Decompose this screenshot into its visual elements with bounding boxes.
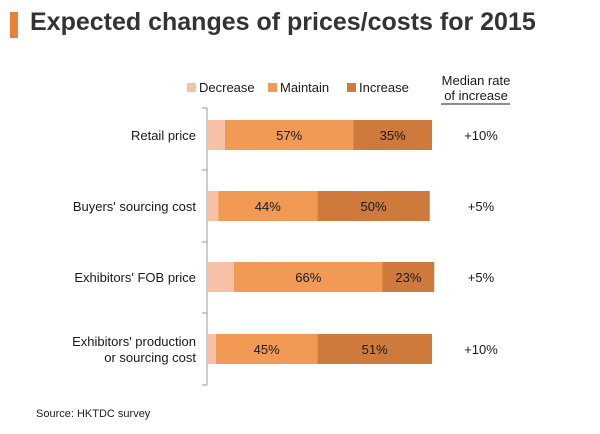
- bar-decrease-2: [207, 191, 219, 221]
- title-accent-bar: [10, 12, 18, 38]
- data-label-increase-3: 23%: [395, 270, 421, 285]
- data-label-maintain-2: 44%: [255, 199, 281, 214]
- chart-title: Expected changes of prices/costs for 201…: [30, 8, 536, 36]
- bar-maintain-3: [234, 262, 383, 292]
- legend-swatch-increase: [347, 83, 356, 92]
- bar-decrease-4: [207, 334, 216, 364]
- legend-label-decrease: Decrease: [199, 80, 255, 95]
- data-label-maintain-4: 45%: [254, 342, 280, 357]
- category-label-3: Exhibitors' FOB price: [74, 270, 196, 285]
- category-label-1: Retail price: [131, 128, 196, 143]
- median-rate-3: +5%: [468, 270, 495, 285]
- bar-increase-2: [317, 191, 430, 221]
- data-label-maintain-1: 57%: [276, 128, 302, 143]
- legend-swatch-maintain: [268, 83, 277, 92]
- bar-decrease-1: [207, 120, 225, 150]
- median-rate-1: +10%: [464, 128, 498, 143]
- bar-increase-3: [382, 262, 435, 292]
- legend-swatch-decrease: [187, 83, 196, 92]
- legend-label-increase: Increase: [359, 80, 409, 95]
- category-label-4-line-2: or sourcing cost: [104, 350, 196, 365]
- category-label-4-line-1: Exhibitors' production: [72, 334, 196, 349]
- bar-maintain-4: [216, 334, 318, 364]
- data-label-maintain-3: 66%: [295, 270, 321, 285]
- bar-increase-4: [317, 334, 432, 364]
- bar-maintain-1: [225, 120, 354, 150]
- legend-label-maintain: Maintain: [280, 80, 329, 95]
- bar-increase-1: [353, 120, 432, 150]
- median-rate-4: +10%: [464, 342, 498, 357]
- data-label-increase-1: 35%: [380, 128, 406, 143]
- median-rate-header-line-2: of increase: [444, 88, 508, 103]
- bar-maintain-2: [218, 191, 318, 221]
- median-rate-2: +5%: [468, 199, 495, 214]
- data-label-increase-4: 51%: [362, 342, 388, 357]
- bar-decrease-3: [207, 262, 234, 292]
- median-rate-header-line-1: Median rate: [442, 73, 511, 88]
- category-label-2: Buyers' sourcing cost: [73, 199, 197, 214]
- source-note: Source: HKTDC survey: [36, 408, 151, 420]
- data-label-increase-2: 50%: [360, 199, 386, 214]
